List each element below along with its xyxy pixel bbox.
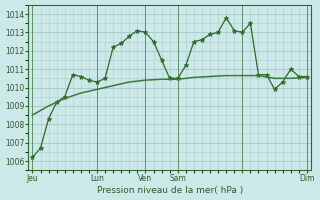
X-axis label: Pression niveau de la mer( hPa ): Pression niveau de la mer( hPa ) <box>97 186 243 195</box>
